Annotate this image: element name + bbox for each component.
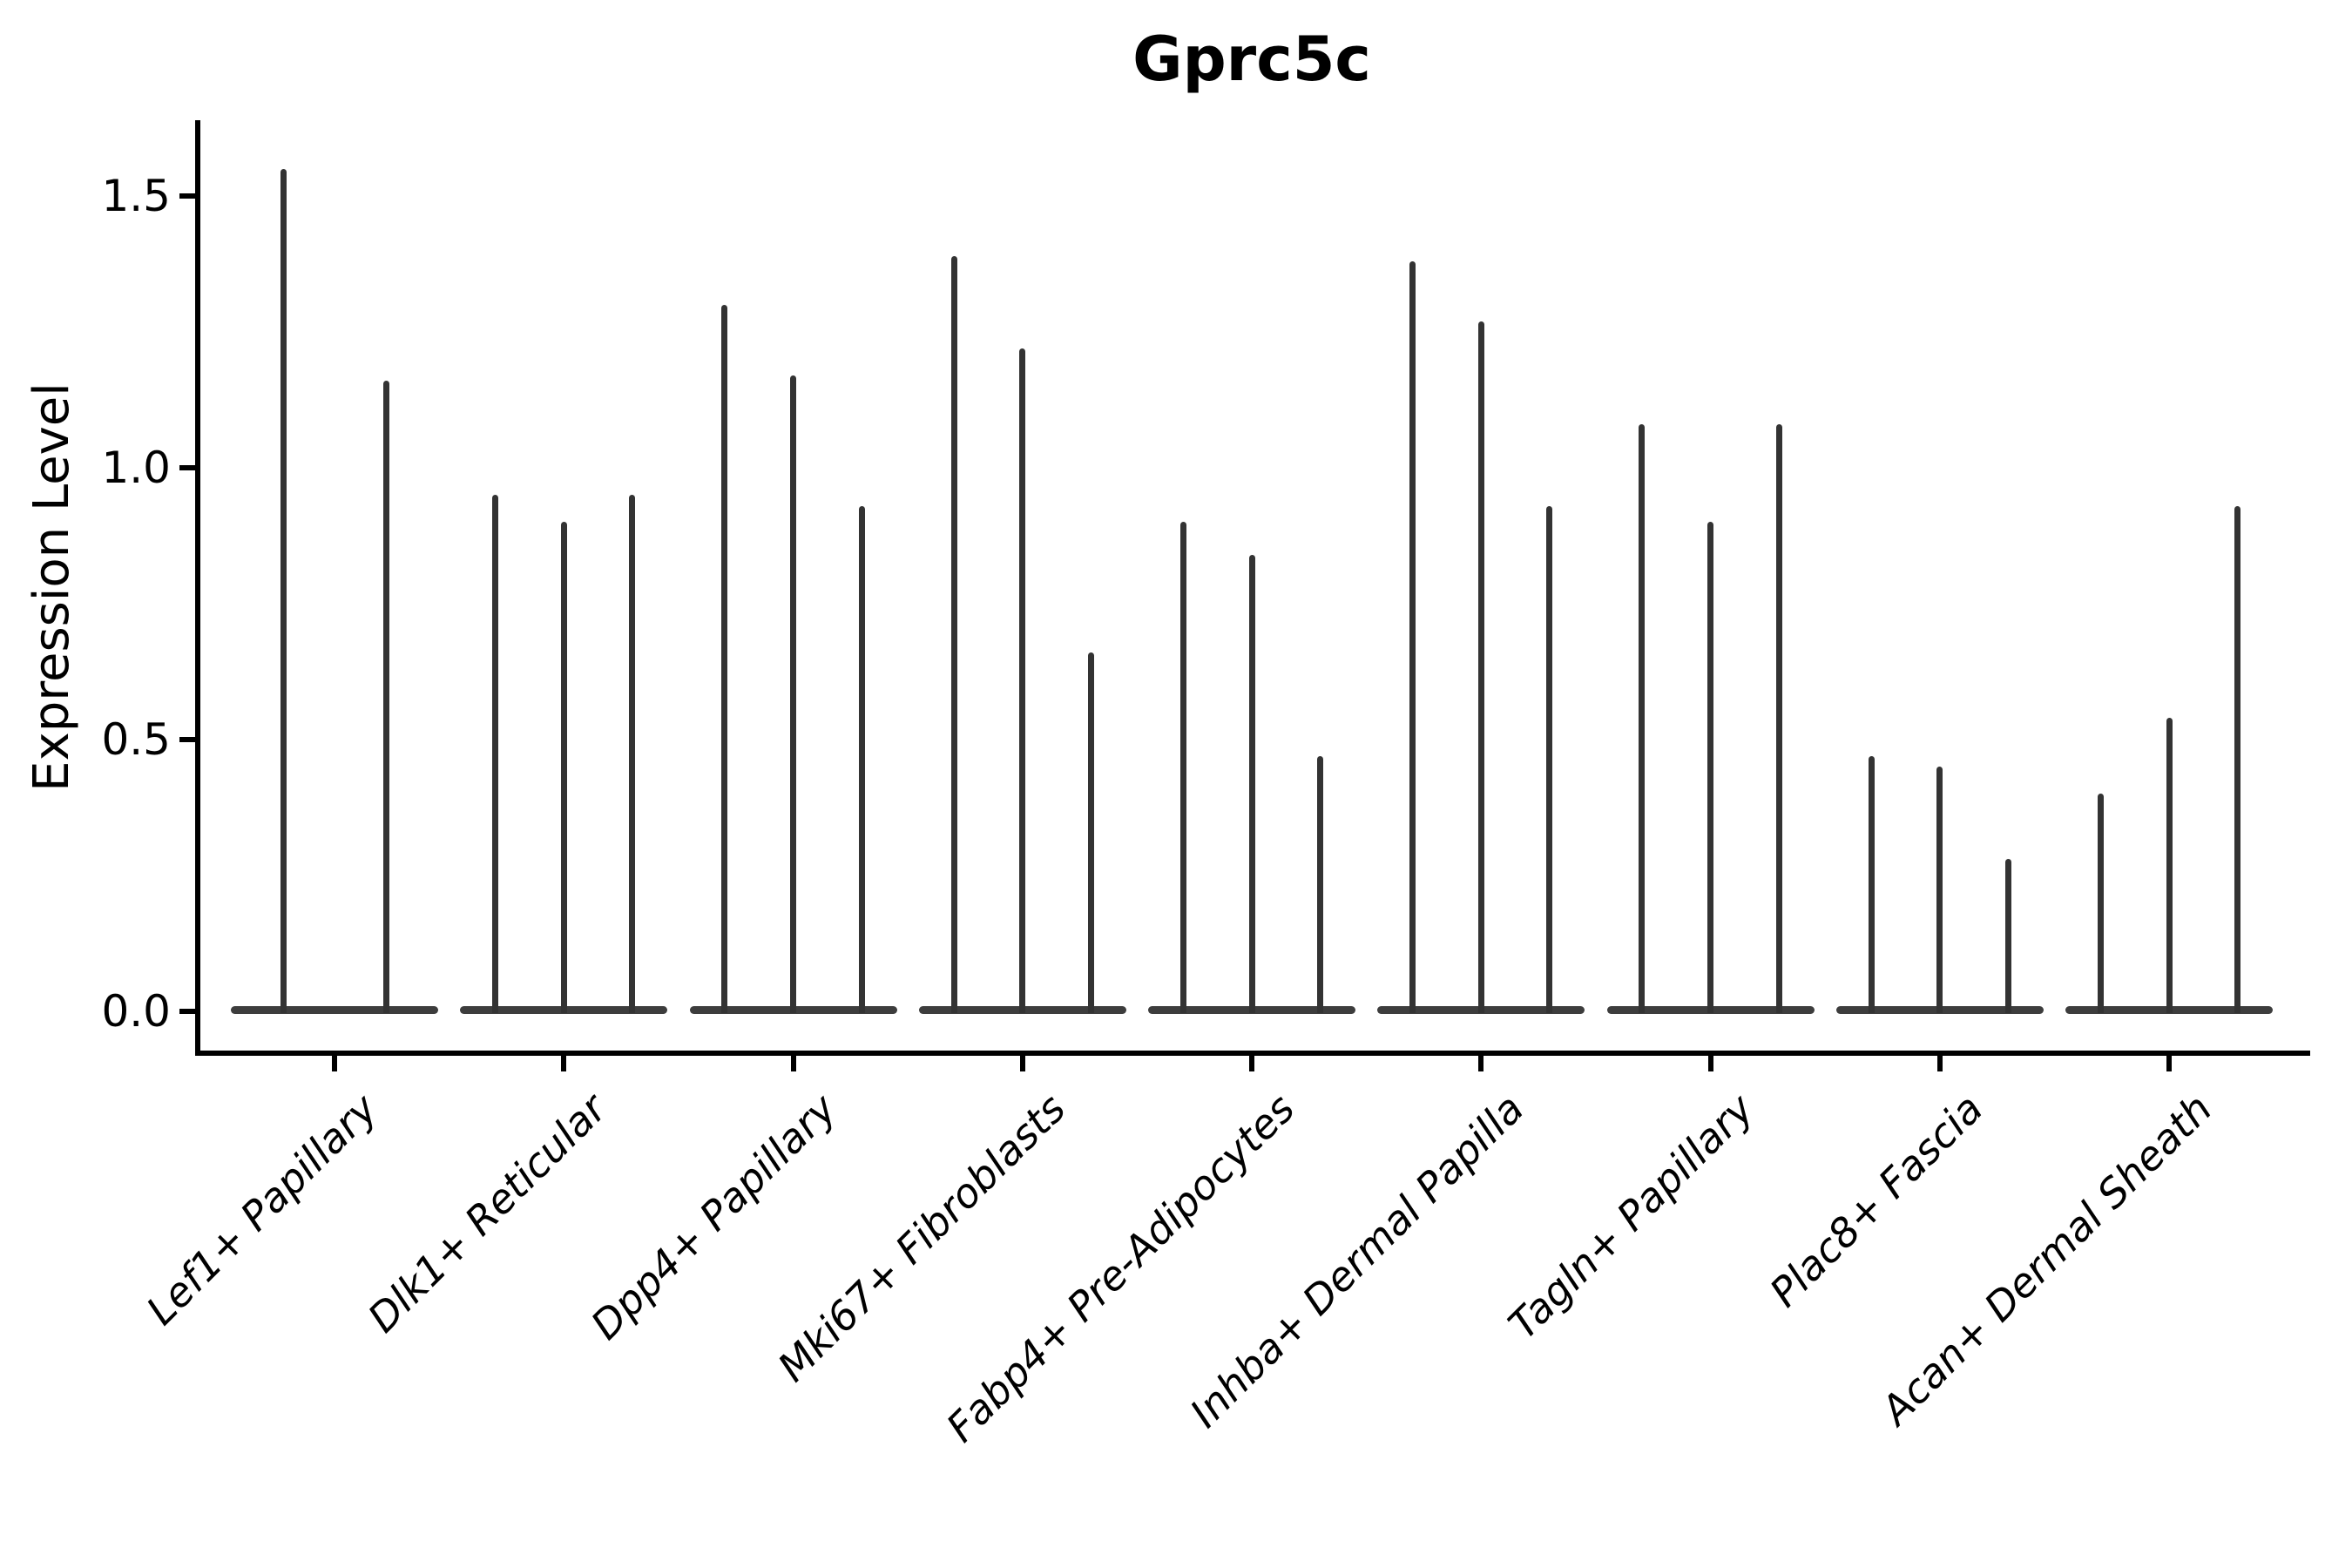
y-tick [179, 465, 195, 470]
violin-spike [2234, 506, 2240, 1013]
x-tick [1249, 1056, 1254, 1071]
x-tick [1707, 1056, 1713, 1071]
violin-spike [2098, 794, 2104, 1013]
x-tick [1019, 1056, 1025, 1071]
x-axis-spine [195, 1051, 2310, 1056]
violin-spike [1249, 555, 1255, 1013]
x-tick-label: Mki67+ Fibroblasts [768, 1085, 1075, 1391]
violin-spike [1707, 522, 1713, 1013]
violin-spike [383, 381, 389, 1013]
violin-spike [1478, 321, 1484, 1013]
x-tick-label: Dlk1+ Reticular [359, 1085, 616, 1342]
violin-spike [859, 506, 865, 1013]
y-tick-label: 0.0 [101, 986, 171, 1037]
x-tick [1478, 1056, 1484, 1071]
x-tick [561, 1056, 567, 1071]
x-tick-label: Tagln+ Papillary [1498, 1085, 1762, 1348]
violin-spike [2005, 859, 2011, 1013]
x-tick-label: Plac8+ Fascia [1760, 1085, 1992, 1316]
violin-spike [1776, 424, 1782, 1013]
x-tick-label: Lef1+ Papillary [137, 1085, 387, 1335]
x-tick-label: Fabp4+ Pre-Adipocytes [937, 1085, 1304, 1451]
y-tick [179, 737, 195, 742]
x-tick [790, 1056, 796, 1071]
violin-spike [1409, 261, 1416, 1013]
x-tick [332, 1056, 337, 1071]
violin-spike [790, 375, 796, 1013]
violin-spike [1019, 348, 1025, 1013]
violin-spike [561, 522, 567, 1013]
x-tick-label: Acan+ Dermal Sheath [1872, 1085, 2221, 1434]
violin-spike [721, 305, 727, 1013]
violin-spike [1936, 767, 1943, 1013]
violin-spike [629, 495, 635, 1013]
x-tick-label: Inhba+ Dermal Papilla [1180, 1085, 1533, 1437]
violin-spike [2166, 718, 2173, 1013]
violin-base [231, 1006, 438, 1014]
chart-title: Gprc5c [1132, 24, 1371, 95]
y-axis-spine [195, 120, 200, 1056]
x-tick [2166, 1056, 2172, 1071]
y-tick-label: 0.5 [101, 714, 171, 765]
y-tick-label: 1.5 [101, 171, 171, 221]
y-axis-label: Expression Level [24, 382, 80, 792]
violin-spike [280, 169, 287, 1013]
violin-spike [951, 256, 957, 1013]
violin-spike [1088, 652, 1094, 1013]
violin-spike [1317, 756, 1323, 1013]
x-tick-label: Dpp4+ Papillary [581, 1085, 845, 1348]
violin-spike [1869, 756, 1875, 1013]
violin-spike [1546, 506, 1552, 1013]
violin-spike [1180, 522, 1186, 1013]
y-tick [179, 1009, 195, 1014]
violin-spike [492, 495, 498, 1013]
y-tick-label: 1.0 [101, 443, 171, 493]
x-tick [1936, 1056, 1943, 1071]
y-tick [179, 193, 195, 199]
violin-spike [1639, 424, 1645, 1013]
